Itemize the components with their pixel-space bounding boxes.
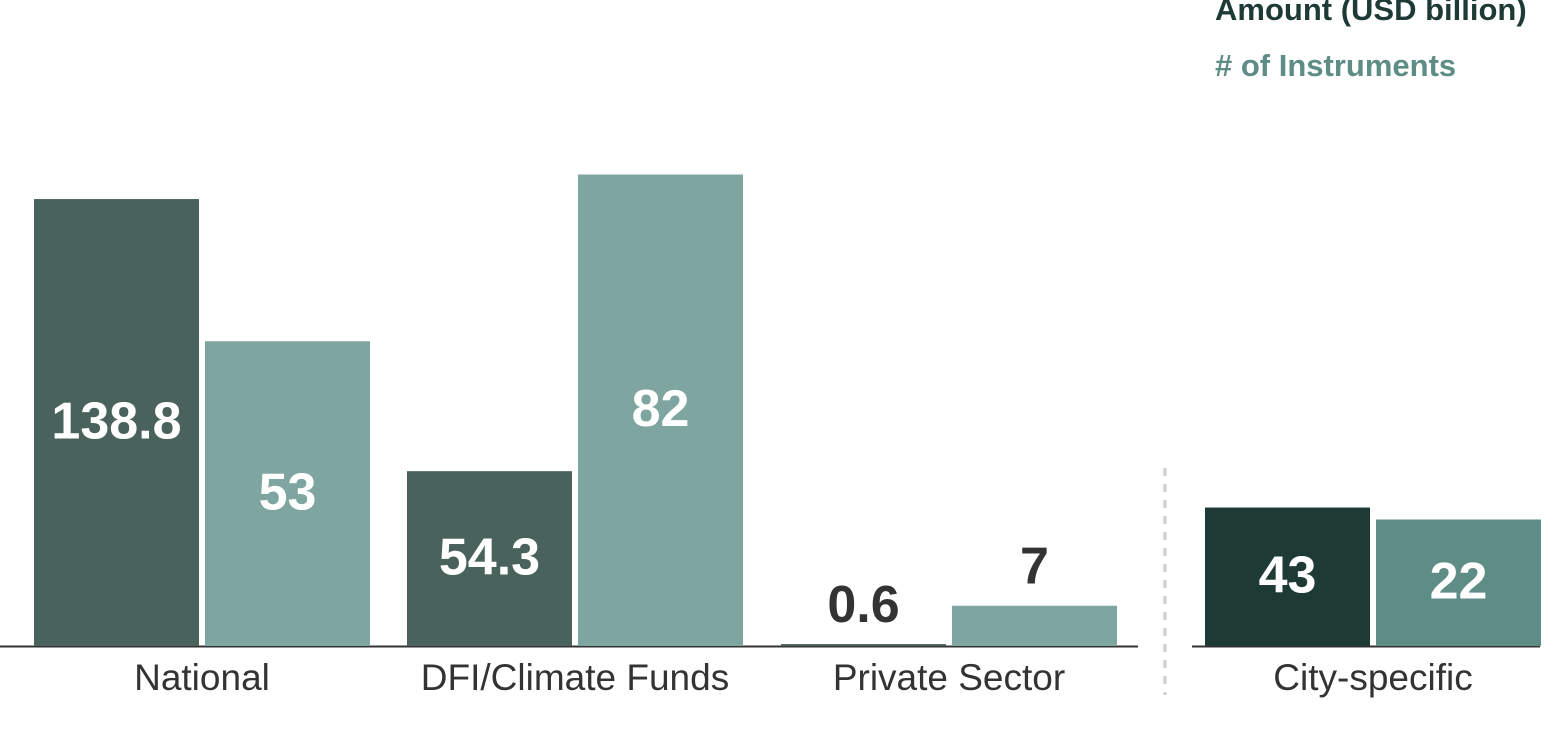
x-tick-label: City-specific	[1273, 657, 1472, 698]
bar	[1376, 519, 1541, 646]
legend-label: # of Instruments	[1215, 48, 1456, 83]
value-label: 22	[1430, 552, 1488, 610]
bar	[1205, 507, 1370, 646]
bar	[407, 471, 572, 646]
value-label: 54.3	[439, 528, 540, 586]
bar	[578, 174, 743, 646]
value-label: 82	[632, 380, 690, 438]
bar	[952, 605, 1117, 646]
value-label: 43	[1259, 547, 1317, 605]
x-tick-label: National	[134, 657, 270, 698]
value-label: 53	[259, 463, 317, 521]
x-tick-label: DFI/Climate Funds	[421, 657, 729, 698]
value-label: 7	[1020, 537, 1049, 595]
value-label: 138.8	[51, 392, 181, 450]
bar	[205, 341, 370, 646]
bar	[34, 199, 199, 646]
x-tick-label: Private Sector	[833, 657, 1065, 698]
bar	[781, 644, 946, 647]
legend-label: Amount (USD billion)	[1215, 0, 1527, 27]
value-label: 0.6	[827, 576, 899, 634]
